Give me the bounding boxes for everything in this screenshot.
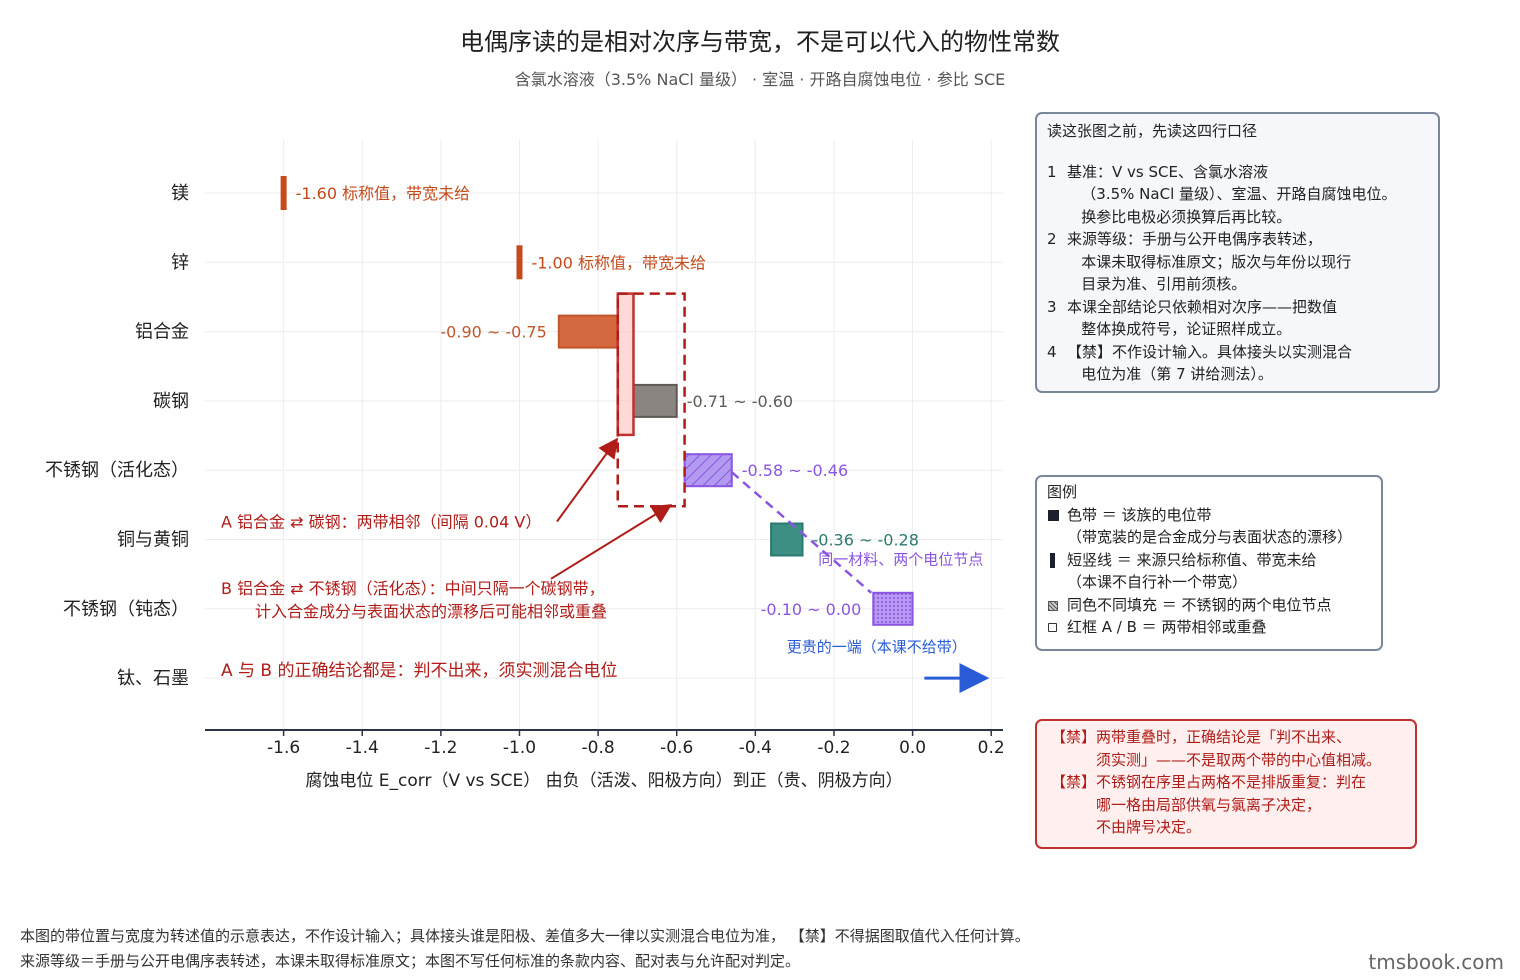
note-text: 【禁】不作设计输入。具体接头以实测混合 电位为准（第 7 讲给测法）。: [1067, 342, 1353, 384]
note-text: 基准：V vs SCE、含氯水溶液 （3.5% NaCl 量级）、室温、开路自腐…: [1067, 162, 1397, 226]
band-label-stainless-active: -0.58 ~ -0.46: [742, 461, 848, 480]
y-category-label: 铜与黄铜: [117, 530, 189, 551]
page-title: 电偶序读的是相对次序与带宽，不是可以代入的物性常数: [460, 28, 1060, 56]
note-number: 2: [1047, 230, 1057, 248]
legend-box: 图例 色带 ＝ 该族的电位带 （带宽装的是合金成分与表面状态的漂移） 短竖线 ＝…: [1035, 475, 1383, 651]
y-category-label: 不锈钢（活化态）: [45, 460, 189, 481]
annotation-conclusion: A 与 B 的正确结论都是：判不出来，须实测混合电位: [221, 661, 618, 681]
brand-watermark: tmsbook.com: [1368, 950, 1504, 974]
x-tick-label: -1.4: [346, 738, 379, 758]
annotation-b-line-2: 计入合金成分与表面状态的漂移后可能相邻或重叠: [255, 602, 607, 621]
y-category-label: 不锈钢（钝态）: [63, 599, 189, 620]
overlap-frame-a: [616, 292, 635, 437]
note-text: 来源等级：手册与公开电偶序表转述， 本课未取得标准原文；版次与年份以现行 目录为…: [1067, 230, 1352, 293]
solid-square-icon: [1047, 504, 1061, 526]
same-material-note: 同一材料、两个电位节点: [818, 551, 983, 569]
legend-item-fill: 同色不同填充 ＝ 不锈钢的两个电位节点: [1047, 594, 1371, 617]
band-bar-stainless-passive: [872, 591, 914, 626]
nominal-label: -1.60 标称值，带宽未给: [296, 184, 471, 203]
x-tick-label: 0.0: [899, 738, 926, 758]
warning-item-2: 【禁】 不锈钢在序里占两格不是排版重复：判在 哪一格由局部供氧与氯离子决定， 不…: [1051, 771, 1405, 839]
annotation-b-line-1: B 铝合金 ⇄ 不锈钢（活化态）：中间只隔一个碳钢带，: [221, 579, 605, 598]
legend-item-nominal: 短竖线 ＝ 来源只给标称值、带宽未给 （本课不自行补一个带宽）: [1047, 549, 1371, 594]
hollow-square-icon: [1047, 616, 1061, 638]
dotted-square-icon: [1047, 594, 1061, 616]
warning-text: 不锈钢在序里占两格不是排版重复：判在 哪一格由局部供氧与氯离子决定， 不由牌号决…: [1096, 773, 1367, 836]
band-bar-aluminium: [557, 314, 619, 349]
x-tick-label: -0.6: [660, 738, 693, 758]
band-label-aluminium: -0.90 ~ -0.75: [440, 323, 546, 342]
note-number: 1: [1047, 162, 1057, 181]
stainless-node-connector: [730, 471, 873, 594]
legend-text: 红框 A / B ＝ 两带相邻或重叠: [1067, 618, 1267, 636]
warning-item-1: 【禁】 两带重叠时，正确结论是「判不出来、 须实测」——不是取两个带的中心值相减…: [1051, 726, 1405, 771]
y-category-label: 碳钢: [153, 391, 189, 412]
y-category-label: 锌: [171, 252, 189, 273]
note-item-4: 4 【禁】不作设计输入。具体接头以实测混合 电位为准（第 7 讲给测法）。: [1047, 341, 1428, 386]
band-bar-stainless-active: [683, 453, 733, 488]
potential-band-chart: -1.6 -1.4 -1.2 -1.0 -0.8 -0.6 -0.4 -0.2 0.0 0.2 腐蚀…: [45, 140, 1005, 791]
x-tick-label: -0.2: [817, 738, 850, 758]
annotation-b-pointer: [550, 504, 673, 580]
y-category-label: 镁: [171, 183, 189, 204]
note-item-1: 1 基准：V vs SCE、含氯水溶液 （3.5% NaCl 量级）、室温、开路…: [1047, 161, 1428, 229]
page-subtitle: 含氯水溶液（3.5% NaCl 量级） · 室温 · 开路自腐蚀电位 · 参比 …: [514, 70, 1006, 89]
band-label-carbon-steel: -0.71 ~ -0.60: [687, 392, 793, 411]
footer-line-2: 来源等级＝手册与公开电偶序表转述，本课未取得标准原文；本图不写任何标准的条款内容…: [20, 952, 801, 970]
band-bar-copper: [770, 522, 804, 557]
y-category-label: 铝合金: [135, 322, 189, 343]
x-tick-label: -1.6: [267, 738, 300, 758]
footer-notes: 本图的带位置与宽度为转述值的示意表达，不作设计输入；具体接头谁是阳极、差值多大一…: [20, 924, 1030, 974]
note-number: 4: [1047, 342, 1057, 361]
nominal-marker: [516, 245, 523, 280]
legend-text: 短竖线 ＝ 来源只给标称值、带宽未给 （本课不自行补一个带宽）: [1067, 550, 1317, 592]
warning-box: 【禁】 两带重叠时，正确结论是「判不出来、 须实测」——不是取两个带的中心值相减…: [1035, 719, 1417, 849]
note-number: 3: [1047, 297, 1057, 316]
x-tick-label: 0.2: [978, 738, 1005, 758]
legend-text: 同色不同填充 ＝ 不锈钢的两个电位节点: [1067, 595, 1332, 614]
legend-item-band: 色带 ＝ 该族的电位带 （带宽装的是合金成分与表面状态的漂移）: [1047, 504, 1371, 549]
band-bar-carbon-steel: [632, 383, 678, 418]
x-tick-label: -0.8: [582, 738, 615, 758]
noble-end-note: 更贵的一端（本课不给带）: [787, 638, 967, 656]
note-text: 本课全部结论只依赖相对次序——把数值 整体换成符号，论证照样成立。: [1067, 297, 1338, 339]
legend-item-redframe: 红框 A / B ＝ 两带相邻或重叠: [1047, 616, 1371, 639]
warning-tag: 【禁】: [1051, 773, 1097, 791]
reading-notes-box: 读这张图之前，先读这四行口径 1 基准：V vs SCE、含氯水溶液 （3.5%…: [1035, 112, 1440, 393]
annotation-a-pointer: [556, 437, 619, 523]
annotation-a: A 铝合金 ⇄ 碳钢：两带相邻（间隔 0.04 V）: [221, 513, 541, 532]
band-label-stainless-passive: -0.10 ~ 0.00: [761, 600, 862, 619]
short-bar-icon: [1047, 549, 1061, 571]
warning-text: 两带重叠时，正确结论是「判不出来、 须实测」——不是取两个带的中心值相减。: [1096, 728, 1382, 769]
nominal-marker: [280, 176, 287, 210]
note-item-2: 2 来源等级：手册与公开电偶序表转述， 本课未取得标准原文；版次与年份以现行 目…: [1047, 228, 1428, 296]
x-tick-label: -1.0: [503, 738, 536, 758]
legend-text: 色带 ＝ 该族的电位带 （带宽装的是合金成分与表面状态的漂移）: [1067, 505, 1353, 547]
legend-title: 图例: [1047, 483, 1078, 501]
nominal-label: -1.00 标称值，带宽未给: [531, 253, 706, 272]
footer-line-1: 本图的带位置与宽度为转述值的示意表达，不作设计输入；具体接头谁是阳极、差值多大一…: [20, 927, 1030, 945]
note-item-3: 3 本课全部结论只依赖相对次序——把数值 整体换成符号，论证照样成立。: [1047, 296, 1428, 341]
warning-tag: 【禁】: [1051, 728, 1097, 746]
notes-title: 读这张图之前，先读这四行口径: [1047, 122, 1258, 140]
x-tick-label: -0.4: [739, 738, 772, 758]
y-category-label: 钛、石墨: [117, 668, 189, 689]
x-tick-label: -1.2: [424, 738, 457, 758]
band-label-copper: -0.36 ~ -0.28: [813, 531, 919, 550]
x-axis-label: 腐蚀电位 E_corr（V vs SCE） 由负（活泼、阳极方向）到正（贵、阴极…: [305, 771, 902, 791]
